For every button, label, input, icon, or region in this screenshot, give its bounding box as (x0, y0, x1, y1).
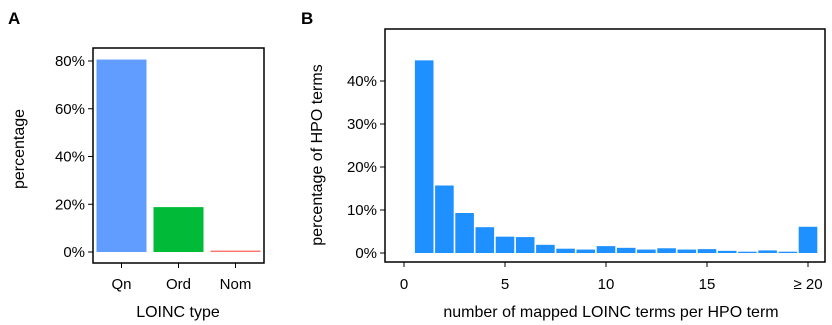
y-tick-label: 10% (347, 202, 377, 219)
bar-7 (536, 244, 555, 253)
x-tick-label: 10 (598, 276, 615, 293)
panel-a-frame (92, 47, 265, 264)
y-tick-label: 60% (55, 101, 85, 118)
y-tick-label: 20% (55, 196, 85, 213)
bar-11 (616, 247, 636, 253)
bar-13 (657, 248, 676, 253)
panel-a: A Qn Ord Nom 0% 20% 40% 60% 80% LOINC type perc… (8, 9, 265, 321)
panel-b: B 0 5 10 15 ≥ 20 0% 10% 20% 30% 40% number of map… (301, 9, 826, 321)
y-tick-label: 30% (347, 116, 377, 133)
panel-b-letter: B (301, 9, 313, 28)
x-tick-label: 15 (699, 276, 716, 293)
bar-nom (210, 250, 261, 252)
bar-19 (778, 251, 798, 253)
x-tick-label: 5 (501, 276, 509, 293)
x-tick-label: ≥ 20 (793, 276, 822, 293)
y-tick-label: 80% (55, 53, 85, 70)
y-tick-label: 0% (63, 244, 85, 261)
bar-14 (677, 249, 697, 253)
bar-17 (738, 251, 757, 253)
bar-3 (455, 213, 474, 253)
bar-20 (798, 226, 818, 253)
bar-16 (717, 250, 737, 253)
y-tick-label: 40% (55, 149, 85, 166)
bar-8 (556, 248, 575, 253)
panel-a-letter: A (8, 9, 20, 28)
panel-a-axes: Qn Ord Nom 0% 20% 40% 60% 80% (55, 47, 265, 293)
x-tick-label-nom: Nom (220, 276, 252, 293)
bar-5 (495, 236, 515, 253)
panel-a-bars (96, 59, 261, 252)
panel-b-y-axis-title: percentage of HPO terms (309, 64, 326, 245)
bar-6 (515, 237, 535, 253)
bar-4 (475, 227, 495, 253)
bar-2 (435, 185, 454, 253)
x-tick-label-qn: Qn (111, 276, 131, 293)
x-tick-label: 0 (400, 276, 408, 293)
bar-12 (637, 249, 656, 253)
panel-a-y-axis-title: percentage (11, 109, 28, 189)
y-tick-label: 0% (355, 245, 377, 262)
bar-1 (414, 60, 434, 253)
bar-9 (576, 249, 596, 253)
y-tick-label: 20% (347, 159, 377, 176)
bar-qn (96, 59, 147, 252)
panel-b-x-axis-title: number of mapped LOINC terms per HPO ter… (443, 304, 778, 321)
panel-b-bars (414, 60, 818, 253)
x-tick-label-ord: Ord (166, 276, 191, 293)
bar-15 (697, 249, 717, 253)
panel-a-x-axis-title: LOINC type (136, 304, 220, 321)
panel-b-frame (384, 28, 826, 263)
panel-b-axes: 0 5 10 15 ≥ 20 0% 10% 20% 30% 40% (347, 28, 826, 293)
y-tick-label: 40% (347, 73, 377, 90)
bar-18 (758, 250, 777, 253)
bar-10 (596, 246, 616, 253)
bar-ord (153, 207, 204, 252)
